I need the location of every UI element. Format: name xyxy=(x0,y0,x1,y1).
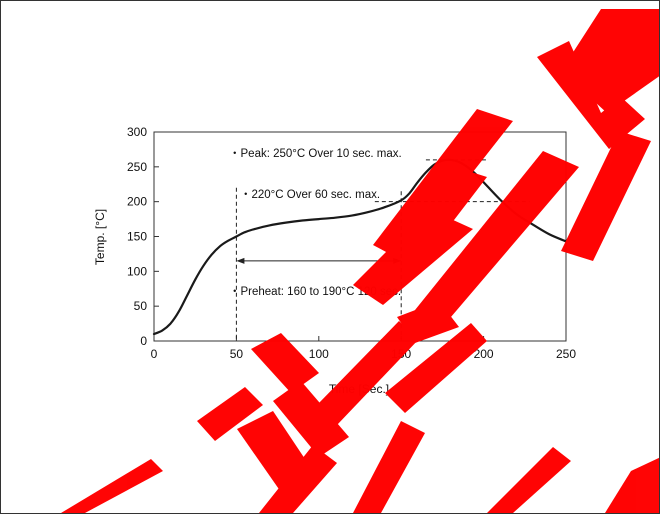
x-tick-label: 0 xyxy=(151,347,158,361)
x-tick-label: 100 xyxy=(309,347,329,361)
y-tick-label: 250 xyxy=(127,160,147,174)
watermark xyxy=(61,9,659,513)
annotation-peak: ・Peak: 250°C Over 10 sec. max. xyxy=(229,148,402,160)
y-tick-label: 300 xyxy=(127,125,147,139)
x-tick-label: 250 xyxy=(556,347,576,361)
y-axis-label: Temp. [°C] xyxy=(93,209,107,265)
x-tick-label: 50 xyxy=(230,347,244,361)
annotation-220c: ・220°C Over 60 sec. max. xyxy=(240,189,380,201)
annotation-preheat: ・Preheat: 160 to 190°C 120 sec. xyxy=(229,286,401,298)
y-axis: 0 50 100 150 200 250 300 xyxy=(127,125,159,348)
y-tick-label: 0 xyxy=(140,334,147,348)
y-tick-label: 150 xyxy=(127,230,147,244)
preheat-arrowhead-left xyxy=(236,257,245,264)
y-tick-label: 200 xyxy=(127,195,147,209)
y-tick-label: 100 xyxy=(127,264,147,278)
y-tick-label: 50 xyxy=(134,299,148,313)
x-tick-label: 200 xyxy=(474,347,494,361)
